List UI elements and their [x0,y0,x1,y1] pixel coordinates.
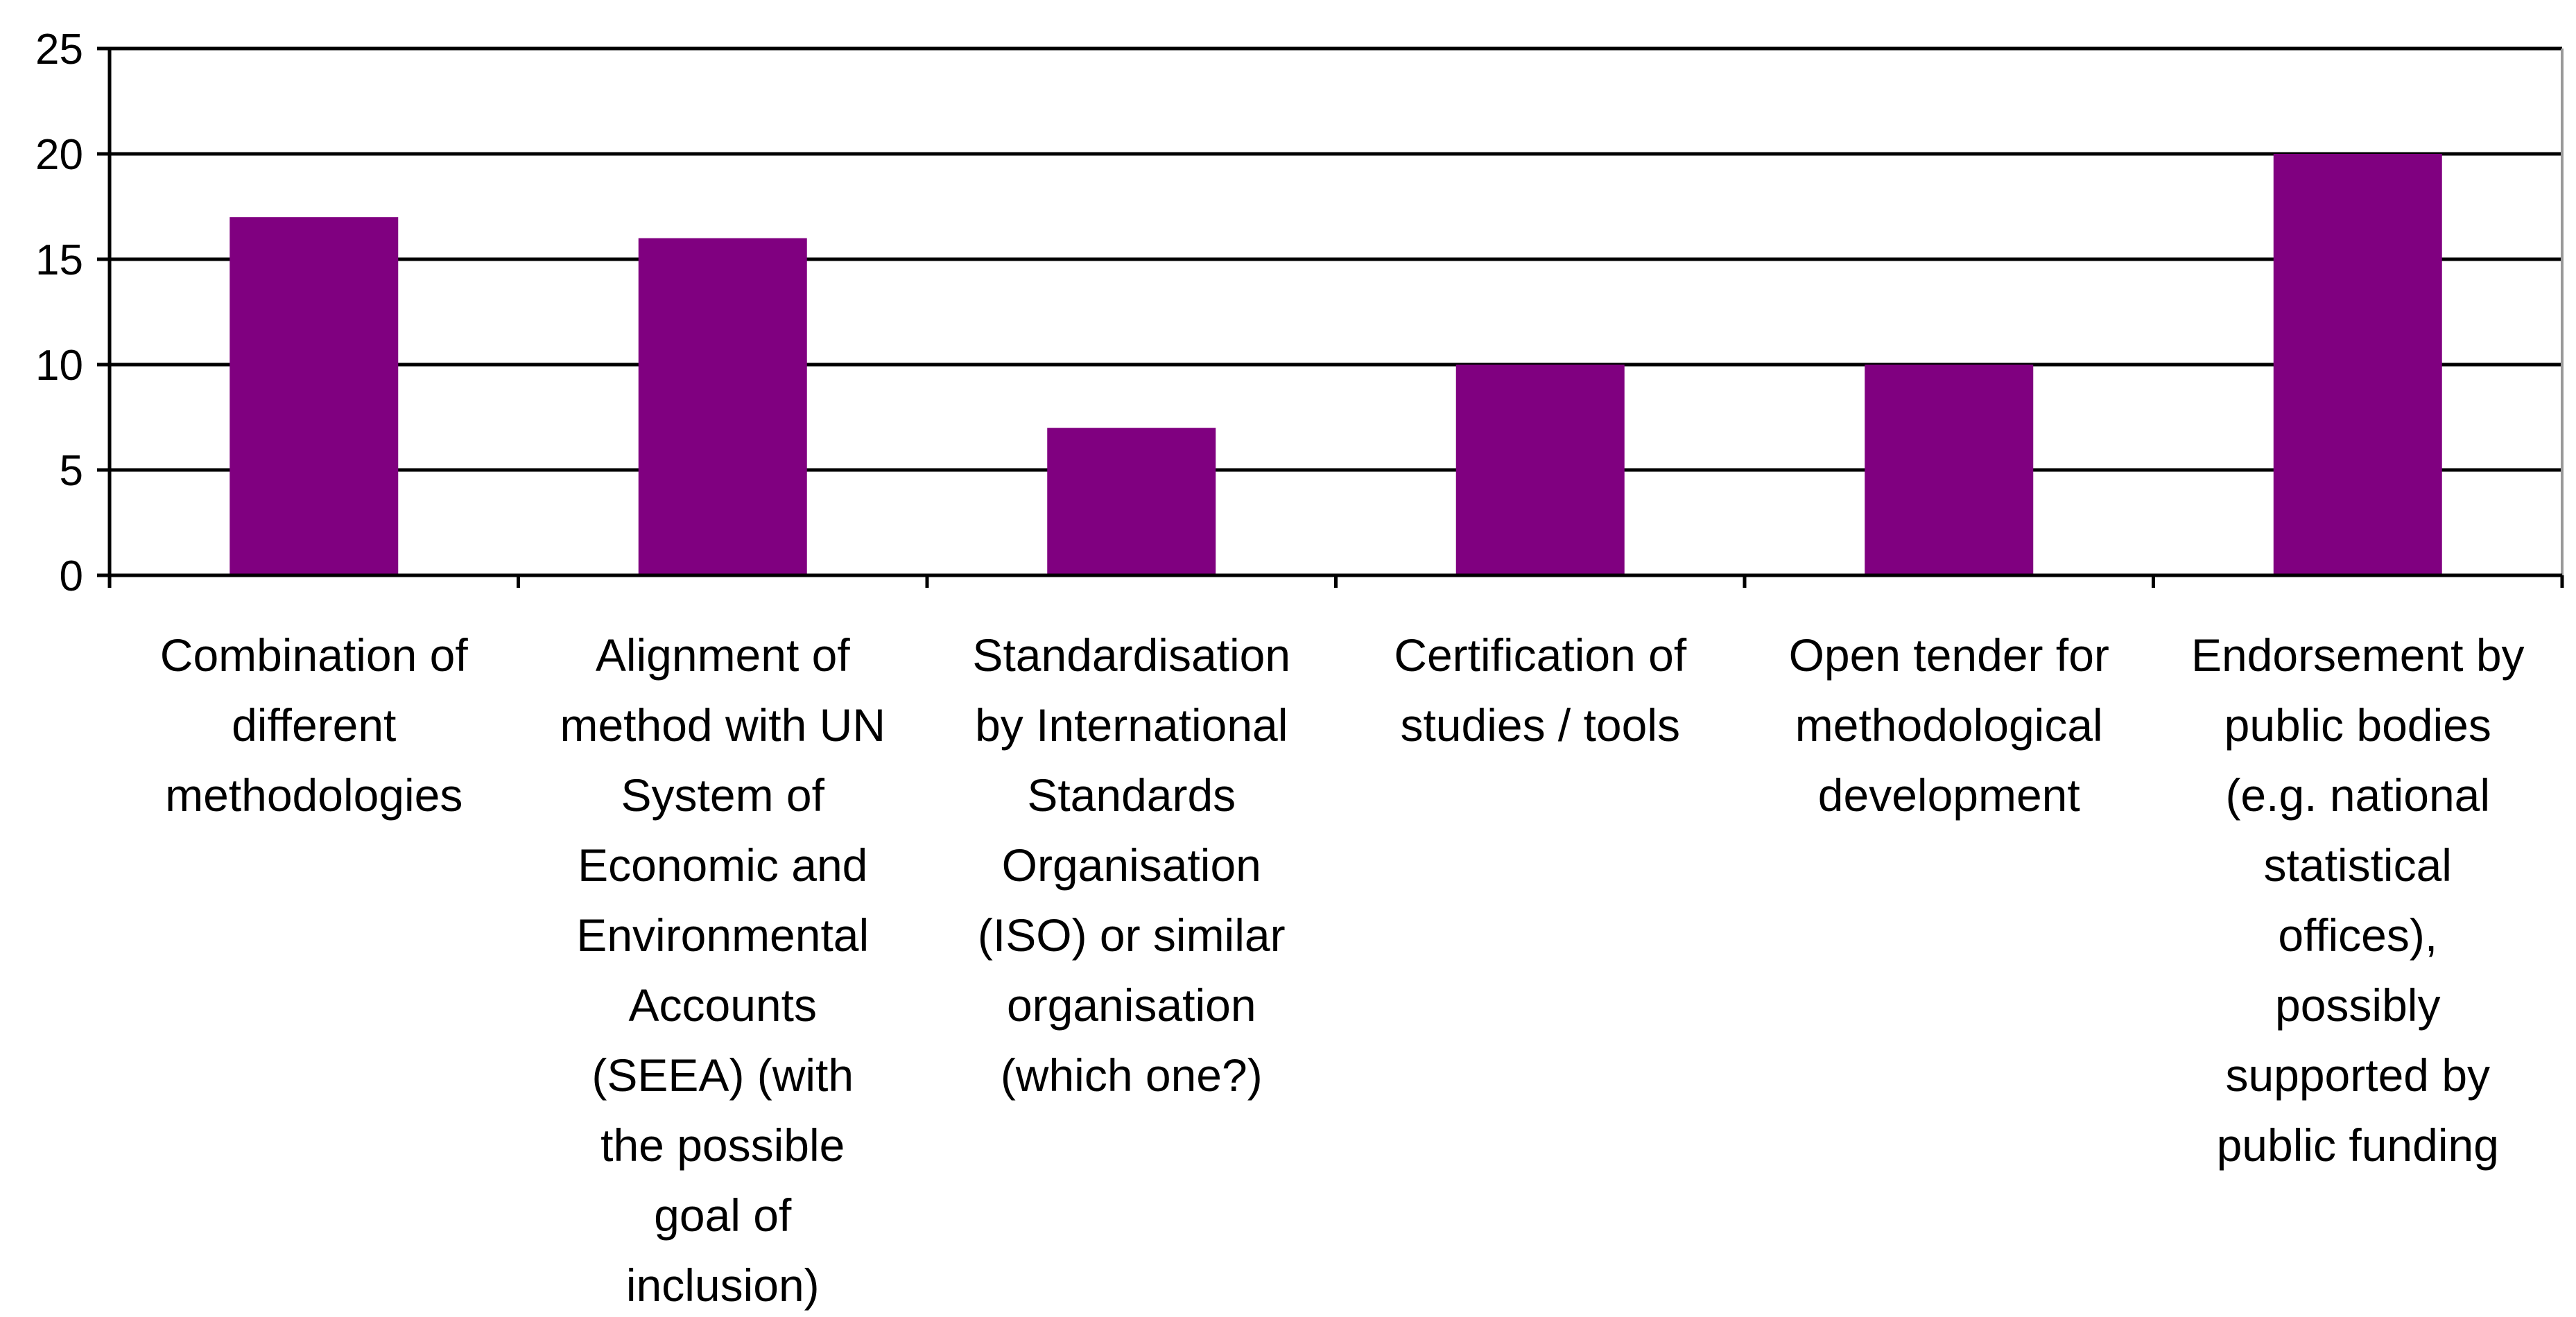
category-label-line: methodological [1795,699,2103,751]
category-label-line: Endorsement by [2191,629,2525,681]
category-label-line: possibly [2275,979,2440,1031]
category-label-line: offices), [2278,909,2437,961]
category-label-line: System of [621,769,825,821]
category-label-line: Combination of [160,629,469,681]
category-label-line: by International [975,699,1288,751]
y-tick-label: 15 [35,236,83,284]
category-label-line: development [1818,769,2080,821]
category-label-line: Standards [1027,769,1236,821]
y-tick-label: 20 [35,131,83,179]
category-label-line: Standardisation [972,629,1290,681]
category-label-line: (ISO) or similar [978,909,1286,961]
bar [1865,365,2034,575]
y-tick-labels: 0 5 10 15 20 25 [35,26,83,600]
category-label-line: studies / tools [1400,699,1680,751]
category-label: Alignment of method with UN System of Econo… [560,629,885,1311]
bar [1047,428,1216,575]
category-label-line: Economic and [578,839,867,891]
category-label-line: organisation [1007,979,1256,1031]
category-label-line: inclusion) [626,1259,820,1311]
category-label: Open tender for methodological development [1789,629,2109,821]
y-tick-label: 10 [35,342,83,390]
category-label: Certification of studies / tools [1394,629,1687,751]
category-label-line: the possible [600,1119,845,1171]
category-label-line: Organisation [1002,839,1261,891]
category-label-line: (which one?) [1001,1049,1263,1101]
category-label: Endorsement by public bodies (e.g. nationa… [2191,629,2525,1171]
category-label-line: Open tender for [1789,629,2109,681]
bar [2273,154,2442,575]
category-label: Combination of different methodologies [160,629,469,821]
category-label-line: Alignment of [596,629,851,681]
category-label-line: method with UN [560,699,885,751]
bar [230,217,399,575]
category-label: Standardisation by International Standards… [972,629,1290,1101]
category-label-line: methodologies [165,769,463,821]
category-label-line: public funding [2217,1119,2499,1171]
category-label-line: different [232,699,396,751]
y-tick-label: 25 [35,26,83,73]
category-label-line: Accounts [629,979,817,1031]
category-label-line: Certification of [1394,629,1687,681]
category-label-line: statistical [2264,839,2452,891]
category-label-line: supported by [2225,1049,2490,1101]
bars [230,154,2442,575]
category-labels: Combination of different methodologies Alig… [160,629,2525,1311]
bar [1455,365,1625,575]
category-label-line: Environmental [576,909,869,961]
category-label-line: (e.g. national [2225,769,2490,821]
bar [638,238,807,575]
category-label-line: public bodies [2224,699,2491,751]
category-label-line: (SEEA) (with [591,1049,854,1101]
axes [97,46,2564,588]
y-tick-label: 0 [60,552,83,600]
gridlines [110,46,2562,472]
category-label-line: goal of [654,1189,792,1241]
y-tick-label: 5 [60,447,83,495]
